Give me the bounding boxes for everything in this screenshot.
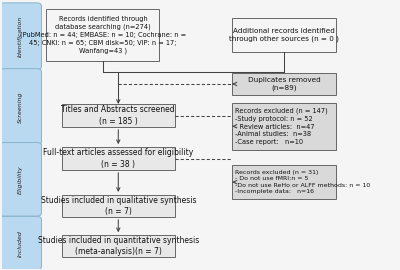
Text: Full-text articles assessed for eligibility
(n = 38 ): Full-text articles assessed for eligibil… bbox=[43, 148, 194, 169]
FancyBboxPatch shape bbox=[0, 69, 42, 145]
Text: Studies included in qualitative synthesis
(n = 7): Studies included in qualitative synthesi… bbox=[40, 196, 196, 216]
FancyBboxPatch shape bbox=[232, 103, 336, 150]
FancyBboxPatch shape bbox=[62, 104, 175, 127]
Text: Screening: Screening bbox=[18, 91, 23, 123]
FancyBboxPatch shape bbox=[232, 73, 336, 95]
FancyBboxPatch shape bbox=[62, 195, 175, 217]
FancyBboxPatch shape bbox=[232, 18, 336, 52]
FancyBboxPatch shape bbox=[46, 9, 160, 61]
Text: Records identified through
database searching (n=274)
(PubMed: n = 44; EMBASE: n: Records identified through database sear… bbox=[20, 16, 186, 54]
FancyBboxPatch shape bbox=[0, 143, 42, 216]
Text: Duplicates removed
(n=89): Duplicates removed (n=89) bbox=[248, 77, 320, 91]
FancyBboxPatch shape bbox=[62, 235, 175, 257]
Text: Identification: Identification bbox=[18, 16, 23, 57]
FancyBboxPatch shape bbox=[0, 216, 42, 270]
Text: Records excluded (n = 31)
- Do not use fMRI:n = 5
-Do not use ReHo or ALFF metho: Records excluded (n = 31) - Do not use f… bbox=[235, 170, 371, 194]
FancyBboxPatch shape bbox=[232, 165, 336, 199]
Text: Eligibility: Eligibility bbox=[18, 165, 23, 194]
Text: Studies included in quantitative synthesis
(meta-analysis)(n = 7): Studies included in quantitative synthes… bbox=[38, 236, 199, 256]
Text: Records excluded (n = 147)
-Study protocol: n = 52
- Review articles:  n=47
-Ani: Records excluded (n = 147) -Study protoc… bbox=[235, 107, 328, 145]
Text: Additional records identified
through other sources (n = 0 ): Additional records identified through ot… bbox=[229, 28, 339, 42]
FancyBboxPatch shape bbox=[62, 147, 175, 170]
Text: Included: Included bbox=[18, 230, 23, 256]
FancyBboxPatch shape bbox=[0, 3, 42, 70]
Text: Titles and Abstracts screened
(n = 185 ): Titles and Abstracts screened (n = 185 ) bbox=[62, 105, 175, 126]
